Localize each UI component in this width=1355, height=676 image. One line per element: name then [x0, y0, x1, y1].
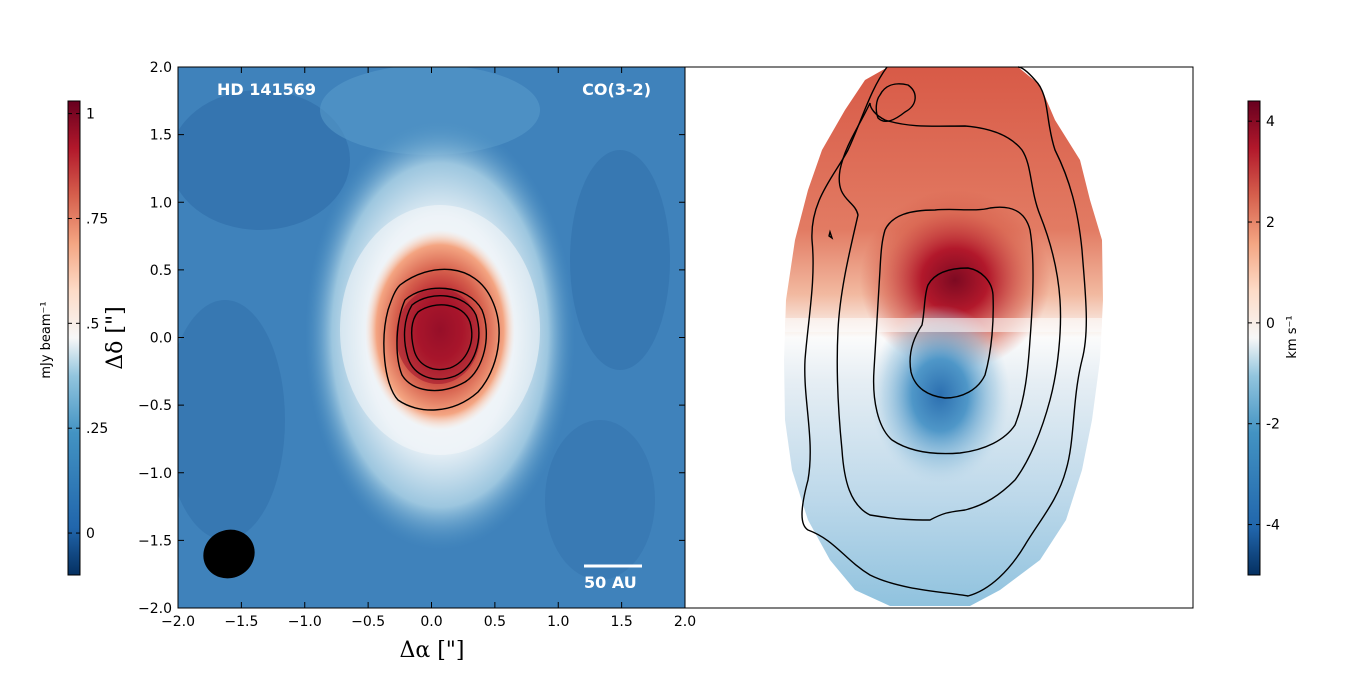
y-tick-label: −2.0: [138, 601, 172, 617]
x-tick-label: 0.5: [484, 614, 506, 630]
colorbar-tick-label: 2: [1266, 215, 1275, 231]
y-tick-label: −0.5: [138, 398, 172, 414]
colorbar-tick-label: -4: [1266, 518, 1280, 534]
colorbar-tick-label: .25: [86, 421, 108, 437]
scale-bar-label: 50 AU: [584, 573, 637, 592]
colorbar-tick-label: 4: [1266, 114, 1275, 130]
y-axis-label: Δδ ["]: [103, 306, 128, 369]
x-tick-label: −2.0: [161, 614, 195, 630]
colorbar-tick-label: .5: [86, 316, 99, 332]
right-panel: [684, 66, 1194, 609]
right-colorbar-ticks: 4 2 0 -2 -4: [1248, 114, 1280, 534]
x-tick-label: −1.0: [288, 614, 322, 630]
colorbar-tick-label: -2: [1266, 417, 1280, 433]
y-tick-label: 0.0: [150, 331, 172, 347]
x-tick-label: 2.0: [674, 614, 696, 630]
velocity-contours: [801, 66, 1087, 597]
x-tick-label: 1.0: [547, 614, 569, 630]
left-colorbar-ticks: 1 .75 .5 .25 0: [68, 107, 108, 542]
y-axis-ticks: 2.0 1.5 1.0 0.5 0.0 −0.5 −1.0 −1.5 −2.0: [138, 60, 685, 617]
colorbar-tick-label: .75: [86, 211, 108, 227]
left-panel: 50 AU HD 141569 CO(3-2) −2.0 −1.5 −1.0 −0.5…: [103, 60, 696, 663]
x-tick-label: −0.5: [351, 614, 385, 630]
colorbar-tick-label: 1: [86, 107, 95, 123]
x-tick-label: 1.5: [610, 614, 632, 630]
beam-ellipse: [203, 529, 255, 579]
y-tick-label: 0.5: [150, 263, 172, 279]
source-name: HD 141569: [217, 80, 316, 99]
x-tick-label: −1.5: [224, 614, 258, 630]
right-colorbar-label: km s⁻¹: [1285, 315, 1300, 358]
right-colorbar: 4 2 0 -2 -4 km s⁻¹: [1247, 100, 1300, 576]
y-tick-label: 1.5: [150, 128, 172, 144]
colorbar-tick-label: 0: [86, 526, 95, 542]
left-colorbar-label: mJy beam⁻¹: [39, 301, 54, 378]
colorbar-tick-label: 0: [1266, 316, 1275, 332]
y-tick-label: −1.5: [138, 533, 172, 549]
x-tick-label: 0.0: [420, 614, 442, 630]
x-axis-ticks: −2.0 −1.5 −1.0 −0.5 0.0 0.5 1.0 1.5 2.0: [161, 67, 696, 630]
intensity-contours: [383, 268, 500, 411]
intensity-map: 50 AU HD 141569 CO(3-2): [178, 67, 685, 608]
left-colorbar: 1 .75 .5 .25 0 mJy beam⁻¹: [39, 100, 108, 576]
y-tick-label: 1.0: [150, 195, 172, 211]
y-tick-label: −1.0: [138, 466, 172, 482]
line-label: CO(3-2): [582, 80, 651, 99]
x-axis-label: Δα ["]: [399, 638, 464, 663]
right-panel-frame: [684, 66, 1194, 609]
y-tick-label: 2.0: [150, 60, 172, 76]
